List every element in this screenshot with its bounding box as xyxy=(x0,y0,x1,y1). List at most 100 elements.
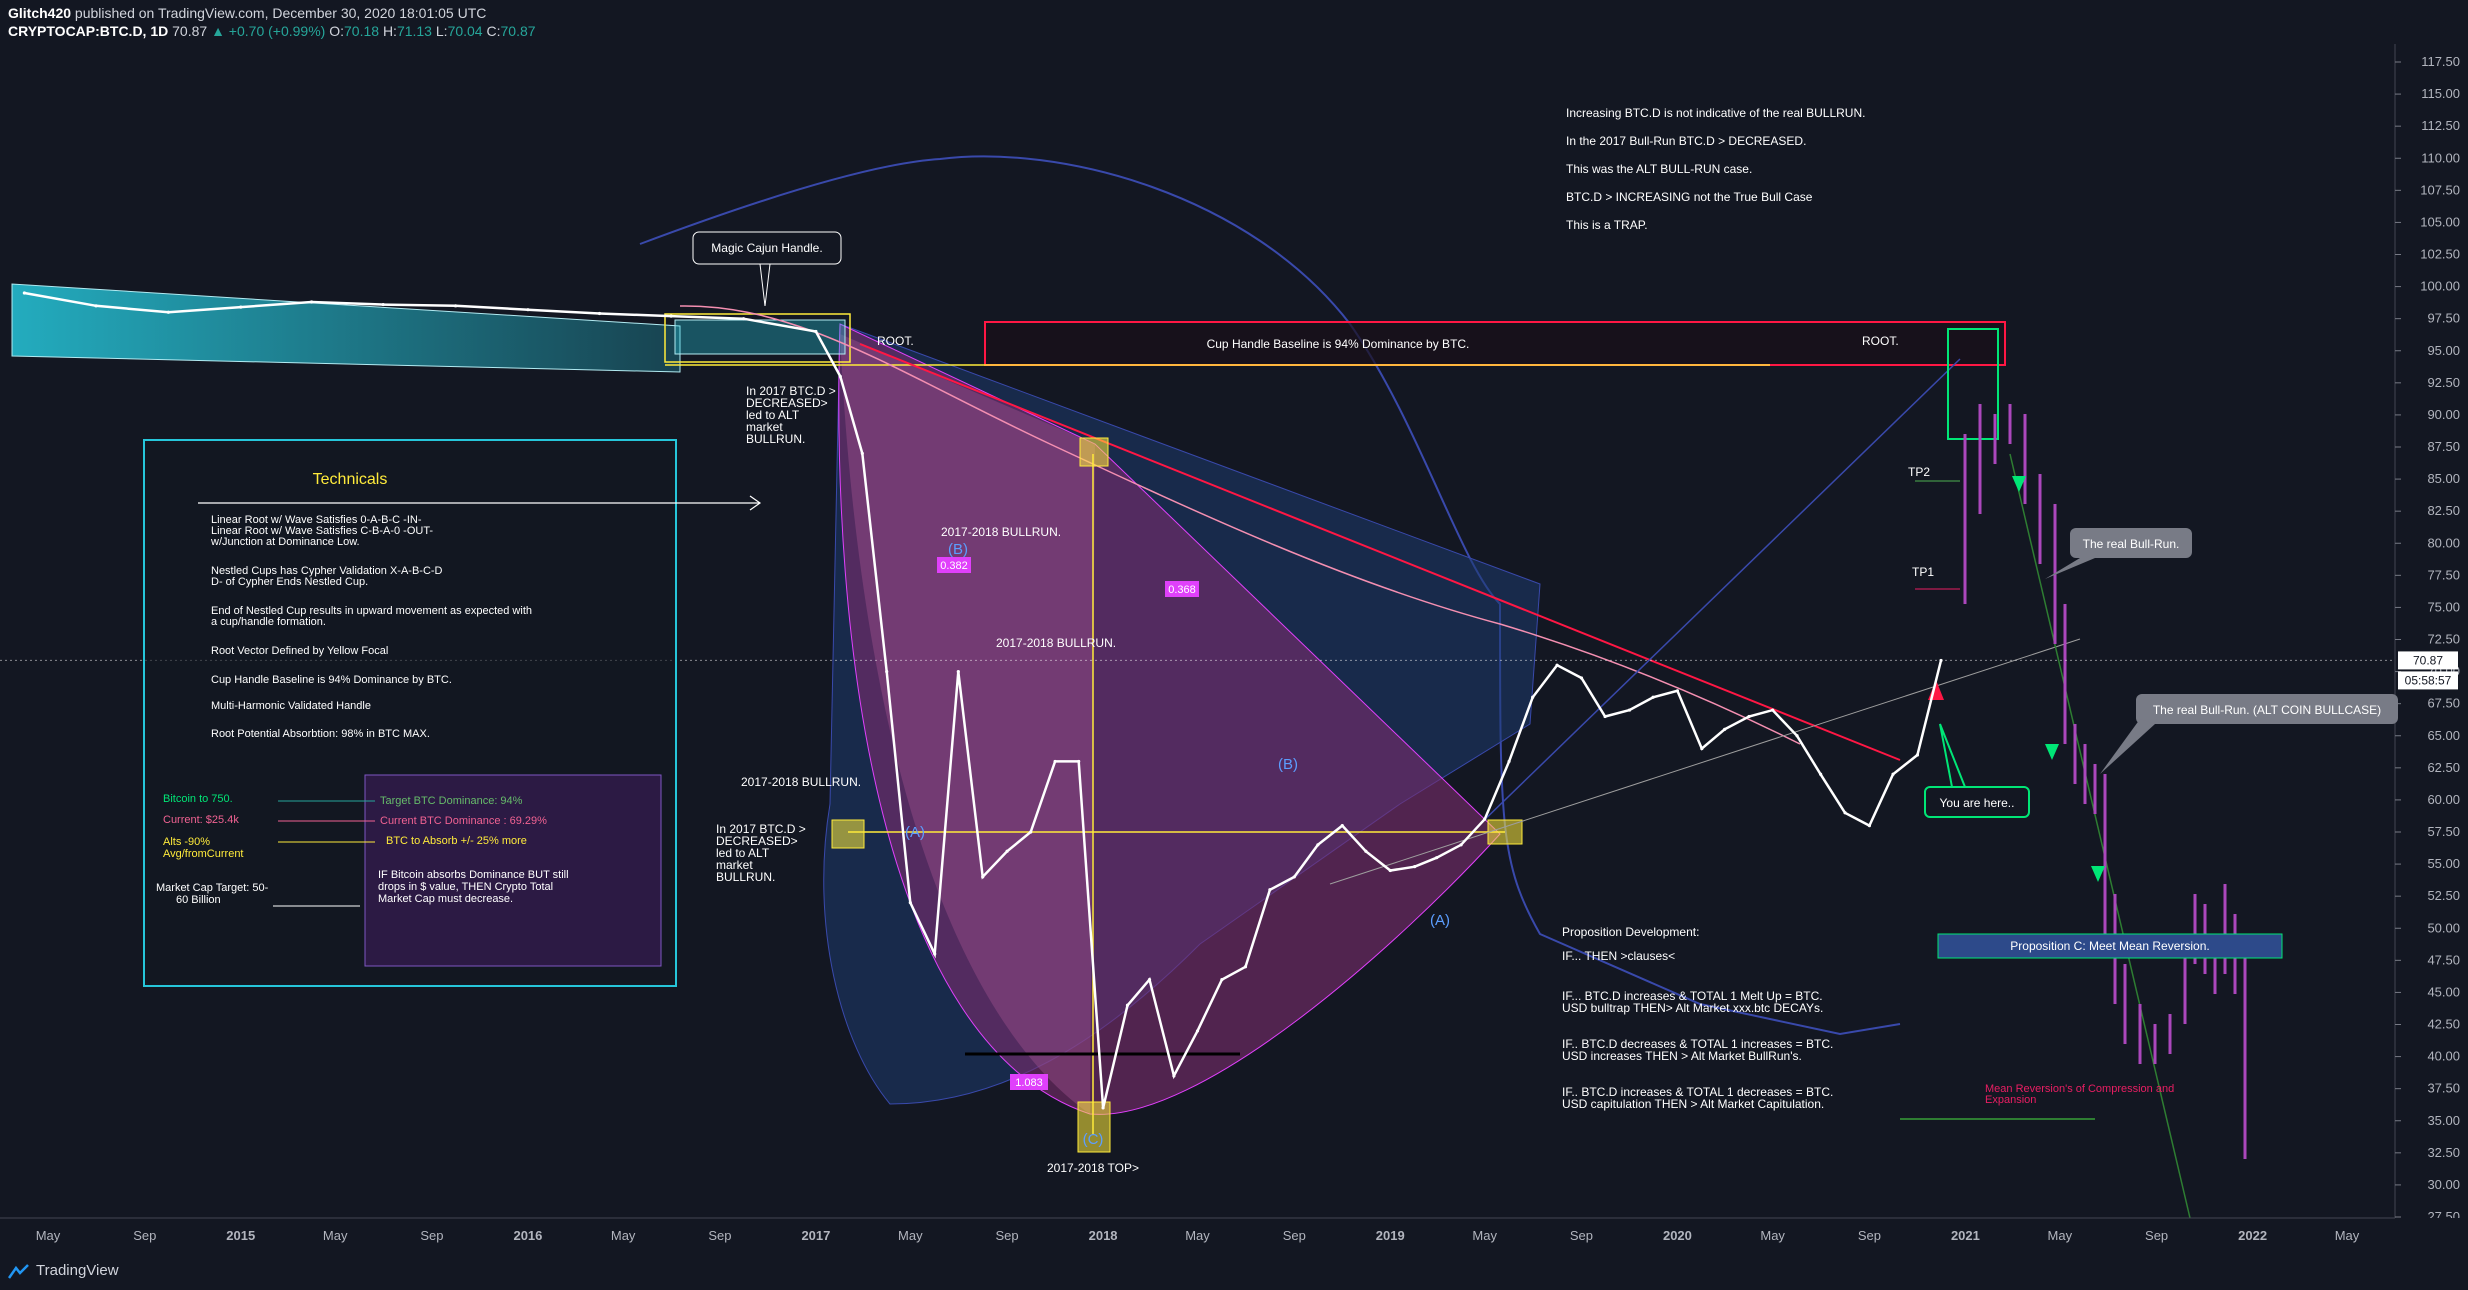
alts-label: Alts -90% xyxy=(163,836,210,848)
price-point xyxy=(1147,977,1152,982)
price-tick-label: 75.00 xyxy=(2427,599,2460,614)
price-change: ▲ +0.70 (+0.99%) xyxy=(211,23,326,39)
price-point xyxy=(1843,811,1847,815)
if-bitcoin-label-3: Market Cap must decrease. xyxy=(378,893,513,905)
commentary-line: This is a TRAP. xyxy=(1566,218,1648,232)
fib-382-label: 0.382 xyxy=(940,560,968,572)
proposition-line: USD bulltrap THEN> Alt Market xxx.btc DE… xyxy=(1562,1001,1823,1015)
time-tick-label: May xyxy=(1185,1228,1210,1243)
chart-footer: TradingView xyxy=(0,1250,2468,1290)
tradingview-logo[interactable]: TradingView xyxy=(8,1262,119,1279)
price-point xyxy=(1268,888,1272,892)
price-point xyxy=(1459,843,1463,847)
proposition-text: Proposition Development: IF... THEN >clau… xyxy=(1562,925,1833,1111)
current-price-value: 70.87 xyxy=(2413,653,2443,667)
price-point xyxy=(669,314,673,318)
symbol-line: CRYPTOCAP:BTC.D, 1D 70.87 ▲ +0.70 (+0.99… xyxy=(8,23,536,39)
author-name[interactable]: Glitch420 xyxy=(8,5,72,21)
price-point xyxy=(1435,856,1439,860)
price-point xyxy=(1101,1106,1105,1110)
price-tick-label: 72.50 xyxy=(2427,632,2460,647)
price-point xyxy=(239,305,243,309)
text-line: led to ALT xyxy=(716,846,770,860)
symbol-name[interactable]: CRYPTOCAP:BTC.D, 1D xyxy=(8,23,169,39)
price-tick-label: 115.00 xyxy=(2421,86,2460,101)
red-trend xyxy=(859,343,1901,761)
price-point xyxy=(1316,843,1320,847)
time-tick-label: May xyxy=(2048,1228,2073,1243)
technicals-line: Linear Root w/ Wave Satisfies C-B-A-0 -O… xyxy=(211,525,433,537)
price-point xyxy=(908,900,912,905)
price-point xyxy=(1292,875,1296,879)
chart-canvas[interactable]: 117.50 115.00 112.50 110.00 107.50 105.00 102.… xyxy=(0,44,2468,1250)
price-tick-label: 45.00 xyxy=(2427,984,2460,999)
proposition-line: IF... THEN >clauses< xyxy=(1562,949,1675,963)
time-axis-bg[interactable] xyxy=(0,1218,2468,1250)
commentary-line: BTC.D > INCREASING not the True Bull Cas… xyxy=(1566,190,1813,204)
price-point xyxy=(1747,714,1751,719)
last-price: 70.87 xyxy=(172,23,208,39)
pink-ma xyxy=(679,305,1801,745)
proposition-line: USD increases THEN > Alt Market BullRun'… xyxy=(1562,1049,1802,1063)
cup-baseline-label: Cup Handle Baseline is 94% Dominance by … xyxy=(1207,337,1470,351)
price-point xyxy=(526,308,530,312)
bullrun-label-3: 2017-2018 BULLRUN. xyxy=(741,775,861,789)
price-point xyxy=(838,374,842,379)
technicals-line: End of Nestled Cup results in upward mov… xyxy=(211,605,532,617)
price-axis[interactable]: 117.50 115.00 112.50 110.00 107.50 105.00 102.… xyxy=(0,44,2468,1224)
price-tick-label: 110.00 xyxy=(2421,150,2460,165)
time-axis[interactable]: May Sep 2015 May Sep 2016 May Sep 2017 May Sep 2018… xyxy=(0,1217,2468,1250)
root-right-label: ROOT. xyxy=(1862,334,1899,348)
wave-c1-label: (C) xyxy=(1083,1131,1104,1148)
price-point xyxy=(381,302,385,307)
btc-decreased-bottom-label: In 2017 BTC.D > DECREASED> led to ALT marke… xyxy=(716,822,806,884)
proposition-line: IF.. BTC.D decreases & TOTAL 1 increases… xyxy=(1562,1037,1833,1051)
time-tick-label: Sep xyxy=(1283,1228,1306,1243)
price-point xyxy=(1531,695,1535,699)
ohlc-close: 70.87 xyxy=(500,23,536,39)
tp2-label: TP2 xyxy=(1908,465,1930,479)
proposition-line: IF.. BTC.D increases & TOTAL 1 decreases… xyxy=(1562,1085,1833,1099)
price-point xyxy=(981,875,985,879)
gray-trend-2 xyxy=(1474,358,1961,830)
price-tick-label: 117.50 xyxy=(2421,54,2460,69)
gray-trend-1 xyxy=(1329,638,2081,885)
technicals-line: Root Potential Absorbtion: 98% in BTC MA… xyxy=(211,728,430,740)
technicals-line: a cup/handle formation. xyxy=(211,616,326,628)
time-tick-label: 2018 xyxy=(1089,1228,1118,1243)
time-tick-label: 2016 xyxy=(513,1228,542,1243)
market-cap-label-2: 60 Billion xyxy=(176,894,221,906)
current-price-label: Current: $25.4k xyxy=(163,814,239,826)
technicals-line: Multi-Harmonic Validated Handle xyxy=(211,700,371,712)
brand-label: TradingView xyxy=(36,1262,119,1279)
price-point xyxy=(1340,823,1344,828)
price-point xyxy=(1220,977,1224,982)
price-point xyxy=(1388,868,1392,873)
price-point xyxy=(1723,727,1727,731)
price-axis-bg[interactable] xyxy=(2395,44,2468,1218)
time-tick-label: 2017 xyxy=(801,1228,830,1243)
price-tick-label: 32.50 xyxy=(2427,1145,2460,1160)
time-tick-label: Sep xyxy=(996,1228,1019,1243)
time-tick-label: Sep xyxy=(133,1228,156,1243)
tradingview-logo-icon xyxy=(8,1263,29,1279)
price-tick-label: 95.00 xyxy=(2427,343,2460,358)
time-tick-label: 2020 xyxy=(1663,1228,1692,1243)
price-markers xyxy=(22,291,1943,1110)
ohlc-h-label: H: xyxy=(382,23,397,39)
wave-a1-label: (A) xyxy=(905,824,925,841)
if-bitcoin-label-2: drops in $ value, THEN Crypto Total xyxy=(378,881,553,893)
price-point xyxy=(1483,817,1487,821)
fib-1083-label: 1.083 xyxy=(1015,1077,1043,1089)
countdown-tag xyxy=(2398,671,2458,690)
price-point xyxy=(1243,965,1248,969)
price-point xyxy=(1795,734,1799,738)
price-point xyxy=(1603,714,1607,719)
time-tick-label: 2015 xyxy=(226,1228,255,1243)
absorb-label: BTC to Absorb +/- 25% more xyxy=(386,835,527,847)
price-point xyxy=(1195,1029,1200,1033)
cup-baseline-box xyxy=(984,321,2006,366)
mean-reversion-label: Mean Reversion's of Compression and Expan… xyxy=(1985,1083,2174,1106)
bullrun-label-2: 2017-2018 BULLRUN. xyxy=(996,636,1116,650)
price-tick-label: 60.00 xyxy=(2427,792,2460,807)
